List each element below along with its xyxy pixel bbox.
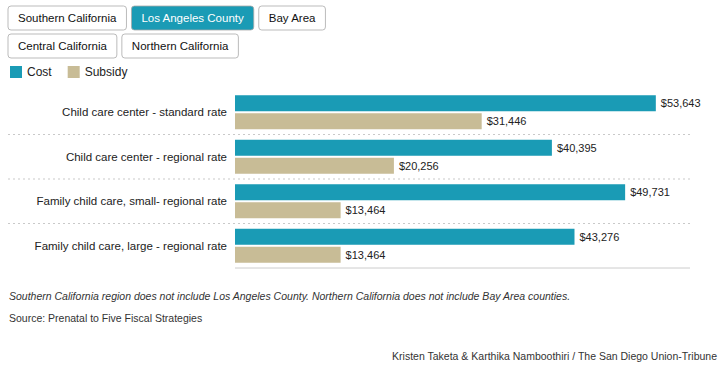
bar <box>235 158 394 174</box>
footnote: Southern California region does not incl… <box>9 290 570 302</box>
bar <box>235 229 574 245</box>
separator <box>8 223 690 224</box>
y-axis: Child care center - standard rate Child c… <box>35 106 227 252</box>
tab: Northern California <box>122 34 239 58</box>
tab-box <box>8 34 117 58</box>
credit: Kristen Taketa & Karthika Namboothiri / … <box>392 350 717 362</box>
separator <box>8 179 690 180</box>
data-label: $13,464 <box>346 204 386 216</box>
legend-item: Cost <box>10 65 52 79</box>
tab: Central California <box>8 34 117 58</box>
tab: Southern California <box>8 6 126 30</box>
bar <box>235 184 625 200</box>
legend-label: Cost <box>27 65 52 79</box>
y-tick-label: Family child care, large - regional rate <box>35 240 227 252</box>
bar <box>235 202 341 218</box>
legend-swatch <box>68 66 80 78</box>
y-tick-label: Child care center - standard rate <box>62 106 227 118</box>
bar <box>235 247 341 263</box>
legend-item: Subsidy <box>68 65 128 79</box>
data-label: $31,446 <box>487 115 527 127</box>
legend-swatch <box>10 66 22 78</box>
tab-box <box>259 6 326 30</box>
bar <box>235 95 656 111</box>
background <box>0 0 727 370</box>
data-label: $49,731 <box>630 186 670 198</box>
data-labels: $53,643 $31,446 $40,395 $20,256 $49,731 $13,4… <box>346 97 701 261</box>
tab-label: Los Angeles County <box>141 12 244 24</box>
tab-label: Northern California <box>132 40 229 52</box>
tab-box <box>131 6 253 30</box>
data-label: $53,643 <box>661 97 701 109</box>
x-axis-line <box>235 268 690 269</box>
tab-box <box>8 6 126 30</box>
y-tick-label: Family child care, small- regional rate <box>37 195 227 207</box>
data-label: $13,464 <box>346 249 386 261</box>
separator <box>8 134 690 135</box>
tab-box <box>122 34 239 58</box>
data-label: $20,256 <box>399 160 439 172</box>
data-label: $43,276 <box>579 231 619 243</box>
tab: Bay Area <box>259 6 326 30</box>
tab: Los Angeles County <box>131 6 253 30</box>
chart: Southern California Los Angeles County Bay… <box>0 0 727 370</box>
tab-label: Bay Area <box>269 12 316 24</box>
bar <box>235 113 482 129</box>
legend-label: Subsidy <box>85 65 128 79</box>
tab-label: Southern California <box>18 12 117 24</box>
y-tick-label: Child care center - regional rate <box>66 151 227 163</box>
bar <box>235 140 552 156</box>
footnote: Source: Prenatal to Five Fiscal Strategi… <box>9 312 202 324</box>
data-label: $40,395 <box>557 142 597 154</box>
tab-label: Central California <box>18 40 107 52</box>
bars <box>235 95 656 263</box>
